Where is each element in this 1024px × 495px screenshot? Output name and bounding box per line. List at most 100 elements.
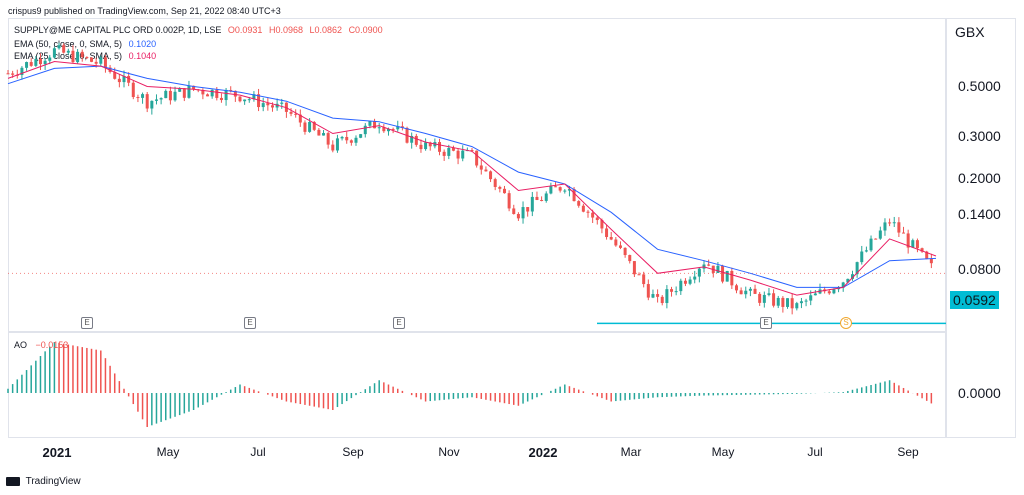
time-tick-7: May <box>711 445 735 459</box>
candle-body <box>182 88 186 98</box>
candle-body <box>261 103 265 108</box>
candle-body <box>349 140 353 143</box>
candle-body <box>512 208 516 215</box>
candle-body <box>809 295 813 301</box>
candle-body <box>674 291 678 293</box>
candle-body <box>335 138 339 151</box>
candle-body <box>748 288 752 291</box>
price-tick-3: 0.1400 <box>958 206 1001 222</box>
candle-body <box>442 151 446 156</box>
candle-body <box>730 270 734 286</box>
candle-body <box>359 134 363 138</box>
candle-body <box>869 238 873 251</box>
candle-body <box>544 193 548 201</box>
candle-body <box>670 289 674 292</box>
candle-body <box>103 57 107 68</box>
ema50-legend[interactable]: EMA (50, close, 0, SMA, 5) 0.1020 <box>14 39 156 50</box>
candle-body <box>233 90 237 97</box>
candle-body <box>117 78 121 83</box>
ema25-label: EMA (25, close, 0, SMA, 5) <box>14 51 123 61</box>
candle-body <box>173 91 177 101</box>
candle-body <box>642 274 646 285</box>
candle-body <box>721 265 725 282</box>
candle-body <box>521 207 525 219</box>
ema50-label: EMA (50, close, 0, SMA, 5) <box>14 39 123 49</box>
candle-body <box>586 211 590 213</box>
candle-body <box>902 232 906 234</box>
ohlc-low: L0.0862 <box>309 25 343 35</box>
candle-body <box>804 300 808 302</box>
candle-body <box>34 58 38 66</box>
candle-body <box>386 128 390 132</box>
ao-zero-tick: 0.0000 <box>958 385 1001 401</box>
candle-body <box>451 147 455 151</box>
candle-body <box>577 201 581 206</box>
candle-body <box>326 133 330 145</box>
candle-body <box>382 127 386 132</box>
candle-body <box>131 82 135 98</box>
ema25-value: 0.1040 <box>128 51 157 61</box>
candle-body <box>646 284 650 298</box>
candle-body <box>154 99 158 101</box>
candle-body <box>229 89 233 91</box>
price-scale-pane[interactable] <box>946 18 1016 438</box>
candle-body <box>373 121 377 129</box>
time-tick-6: Mar <box>620 445 642 459</box>
ao-legend[interactable]: AO −0.0153 <box>14 340 68 351</box>
candle-body <box>475 150 479 166</box>
ao-pane[interactable] <box>8 332 946 438</box>
earnings-marker[interactable]: E <box>81 317 93 329</box>
support-price-tag: 0.0592 <box>950 291 999 309</box>
candle-body <box>878 230 882 239</box>
candle-body <box>298 114 302 123</box>
candle-body <box>874 238 878 240</box>
candle-body <box>614 239 618 246</box>
ao-label: AO <box>14 340 28 350</box>
candle-body <box>206 94 210 97</box>
time-tick-0: 2021 <box>42 445 72 460</box>
candle-body <box>827 291 831 294</box>
candle-body <box>308 121 312 132</box>
candle-body <box>438 142 442 152</box>
candle-body <box>507 193 511 209</box>
candle-body <box>758 293 762 303</box>
candle-body <box>772 293 776 306</box>
candle-body <box>192 85 196 90</box>
time-tick-8: Jul <box>807 445 823 459</box>
candle-body <box>813 293 817 296</box>
candle-body <box>424 142 428 150</box>
candle-body <box>168 90 172 101</box>
split-marker[interactable]: S <box>840 317 852 329</box>
earnings-marker[interactable]: E <box>393 317 405 329</box>
ema25-legend[interactable]: EMA (25, close, 0, SMA, 5) 0.1040 <box>14 51 156 62</box>
footer-label: TradingView <box>25 476 81 487</box>
candle-body <box>535 196 539 200</box>
main-pane[interactable] <box>8 18 946 332</box>
candle-body <box>540 199 544 201</box>
ema25-line <box>7 60 937 296</box>
candle-body <box>744 290 748 295</box>
footer-brand[interactable]: TradingView <box>6 476 81 487</box>
candle-body <box>683 280 687 284</box>
candle-body <box>632 261 636 275</box>
candle-body <box>252 94 256 100</box>
candle-body <box>80 51 84 58</box>
candle-body <box>906 233 910 248</box>
candle-body <box>549 186 553 194</box>
candle-body <box>707 264 711 266</box>
tradingview-logo-icon <box>6 476 20 486</box>
candle-body <box>767 293 771 295</box>
candle-body <box>688 279 692 284</box>
candle-body <box>210 89 214 97</box>
candle-body <box>554 186 558 188</box>
earnings-marker[interactable]: E <box>760 317 772 329</box>
candle-body <box>43 60 47 65</box>
candle-body <box>141 94 145 98</box>
candle-body <box>113 71 117 79</box>
time-tick-4: Nov <box>438 445 460 459</box>
candle-body <box>799 301 803 304</box>
candle-body <box>484 169 488 172</box>
earnings-marker[interactable]: E <box>244 317 256 329</box>
candle-body <box>892 222 896 224</box>
candle-body <box>915 240 919 249</box>
